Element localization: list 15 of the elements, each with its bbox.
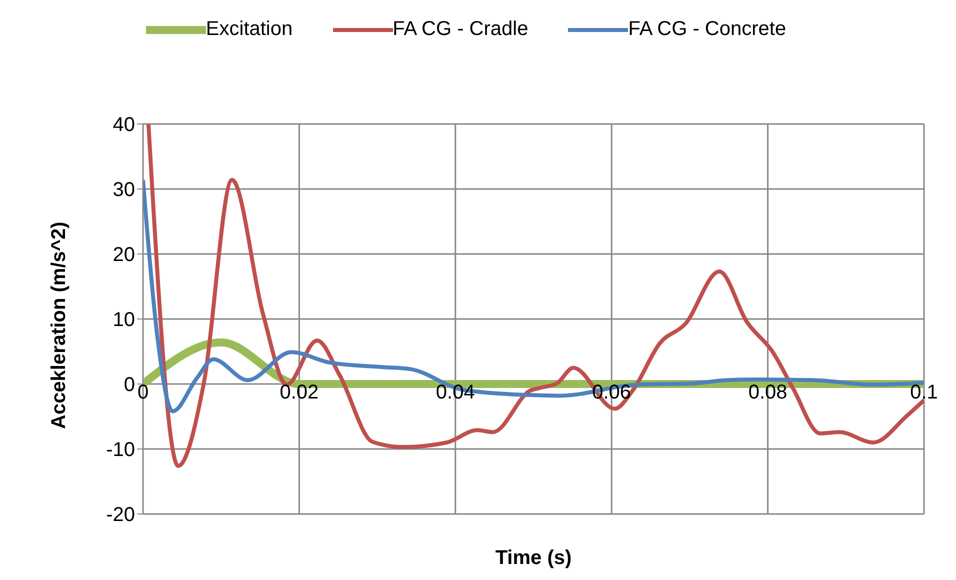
y-tick-label: 40 xyxy=(112,114,135,136)
y-axis-title: Accekleration (m/s^2) xyxy=(48,222,70,429)
y-tick-label: -20 xyxy=(106,504,135,526)
x-tick-label: 0 xyxy=(137,381,149,404)
y-tick-label: -10 xyxy=(106,439,135,462)
y-tick-label: 30 xyxy=(112,179,135,202)
x-tick-label: 0.1 xyxy=(910,381,938,404)
legend-label: FA CG - Cradle xyxy=(392,18,528,41)
x-axis-title: Time (s) xyxy=(495,547,572,569)
legend-label: Excitation xyxy=(206,18,293,41)
x-tick-label: 0.02 xyxy=(280,381,319,404)
legend-label: FA CG - Concrete xyxy=(628,18,786,41)
x-tick-label: 0.08 xyxy=(748,381,788,404)
y-tick-label: 10 xyxy=(112,309,135,332)
y-tick-label: 20 xyxy=(112,244,135,266)
